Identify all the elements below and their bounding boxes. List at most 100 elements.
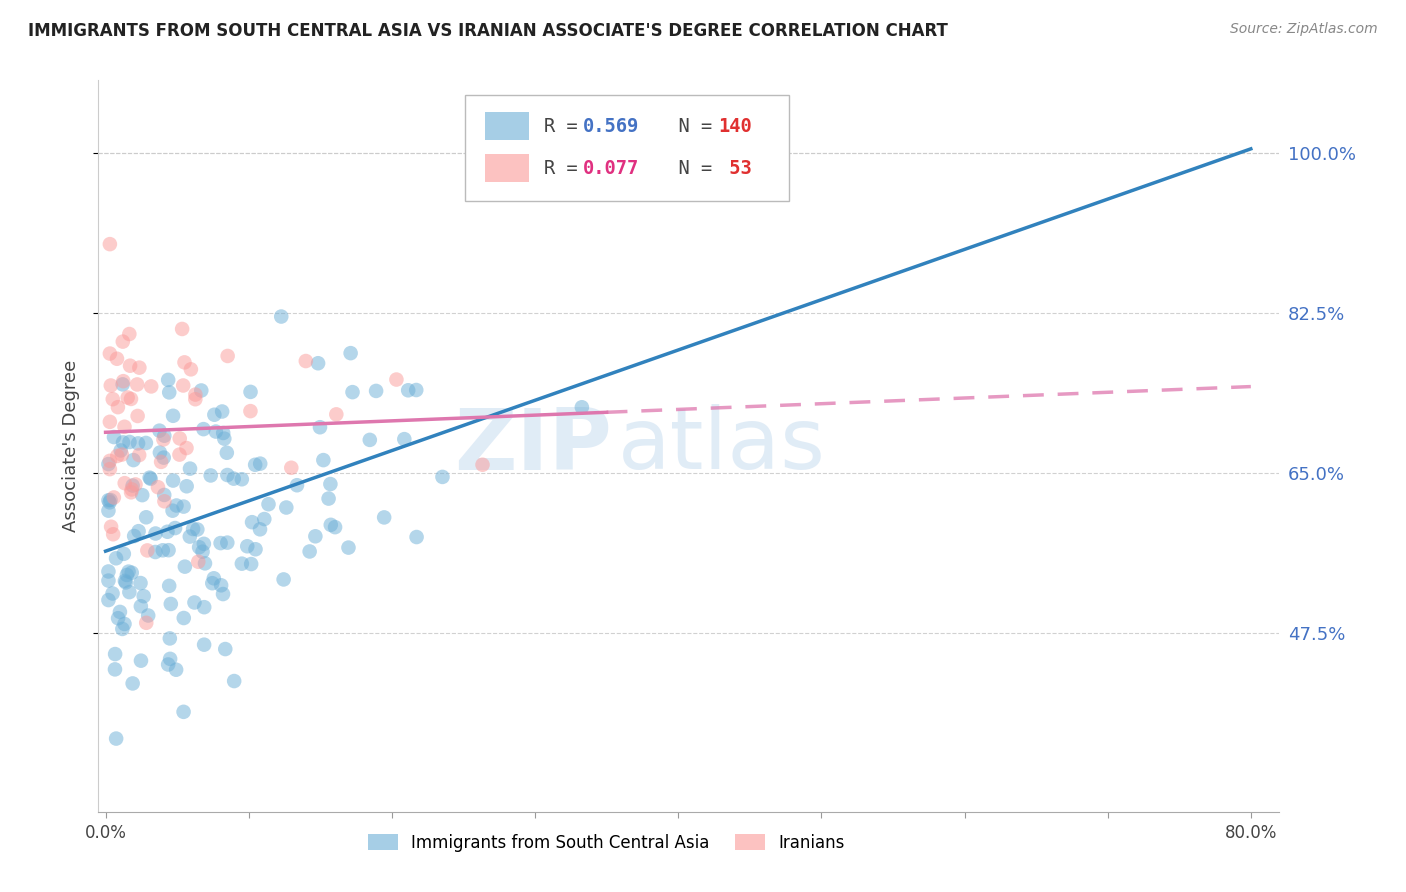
Text: IMMIGRANTS FROM SOUTH CENTRAL ASIA VS IRANIAN ASSOCIATE'S DEGREE CORRELATION CHA: IMMIGRANTS FROM SOUTH CENTRAL ASIA VS IR… — [28, 22, 948, 40]
Point — [205, 425, 228, 439]
Point — [135, 510, 157, 524]
Point — [118, 434, 141, 449]
Point — [101, 586, 124, 600]
Point — [385, 373, 408, 387]
Point — [152, 543, 174, 558]
Point — [202, 408, 225, 422]
Point — [114, 476, 136, 491]
Point — [150, 455, 173, 469]
Point — [215, 446, 238, 460]
Point — [201, 576, 224, 591]
Point — [159, 632, 181, 646]
Text: 53: 53 — [718, 159, 752, 178]
Text: R =: R = — [544, 159, 589, 178]
Point — [187, 555, 209, 569]
Point — [319, 477, 342, 491]
Point — [298, 544, 321, 558]
Point — [273, 573, 295, 587]
Point — [285, 478, 308, 492]
Point — [129, 599, 152, 614]
Point — [432, 470, 454, 484]
Point — [131, 488, 153, 502]
Point — [98, 454, 121, 468]
Point — [111, 448, 134, 462]
Point — [139, 472, 162, 486]
Text: 140: 140 — [718, 117, 752, 136]
Text: Source: ZipAtlas.com: Source: ZipAtlas.com — [1230, 22, 1378, 37]
Point — [173, 611, 195, 625]
Point — [127, 409, 149, 423]
Point — [120, 392, 142, 406]
Point — [169, 432, 191, 446]
Point — [200, 468, 222, 483]
Point — [153, 428, 176, 442]
Point — [105, 731, 128, 746]
Point — [157, 657, 180, 672]
Point — [193, 422, 215, 436]
Point — [179, 530, 201, 544]
Point — [193, 638, 215, 652]
Point — [471, 458, 494, 472]
Point — [217, 535, 239, 549]
Point — [173, 500, 195, 514]
Point — [325, 408, 347, 422]
Point — [307, 356, 329, 370]
Point — [231, 472, 253, 486]
Point — [159, 597, 181, 611]
Point — [112, 374, 135, 388]
Point — [157, 543, 180, 558]
Point — [121, 676, 143, 690]
Point — [120, 485, 142, 500]
Point — [240, 557, 263, 571]
Text: 0.077: 0.077 — [582, 159, 638, 178]
Point — [156, 524, 179, 539]
Point — [111, 334, 134, 349]
Point — [103, 430, 125, 444]
Point — [405, 383, 427, 397]
Point — [214, 642, 236, 657]
Point — [165, 521, 187, 535]
Point — [162, 409, 184, 423]
Point — [202, 571, 225, 585]
Point — [100, 493, 122, 508]
Text: atlas: atlas — [619, 404, 827, 488]
Point — [112, 547, 135, 561]
Point — [224, 674, 246, 689]
Point — [107, 400, 129, 414]
Point — [105, 449, 128, 463]
Point — [309, 420, 332, 434]
Point — [146, 480, 169, 494]
Point — [364, 384, 387, 398]
Text: ZIP: ZIP — [454, 404, 612, 488]
Point — [141, 379, 163, 393]
Point — [173, 559, 195, 574]
Point — [181, 522, 204, 536]
Point — [162, 474, 184, 488]
Point — [98, 462, 121, 476]
Point — [136, 543, 159, 558]
Point — [173, 355, 195, 369]
Point — [243, 458, 266, 472]
Point — [214, 432, 236, 446]
Point — [110, 443, 132, 458]
Point — [148, 424, 170, 438]
Point — [100, 520, 122, 534]
Point — [121, 483, 143, 497]
Point — [118, 359, 141, 373]
Point — [157, 373, 180, 387]
Point — [180, 362, 202, 376]
Point — [138, 470, 160, 484]
Point — [127, 436, 149, 450]
Point — [145, 545, 167, 559]
Point — [153, 488, 176, 502]
Point — [152, 433, 174, 447]
Point — [276, 500, 298, 515]
Point — [124, 477, 146, 491]
Point — [318, 491, 340, 506]
Point — [121, 566, 143, 580]
Point — [212, 425, 235, 440]
Point — [104, 662, 127, 676]
Point — [212, 587, 235, 601]
Point — [239, 384, 262, 399]
Point — [128, 360, 150, 375]
